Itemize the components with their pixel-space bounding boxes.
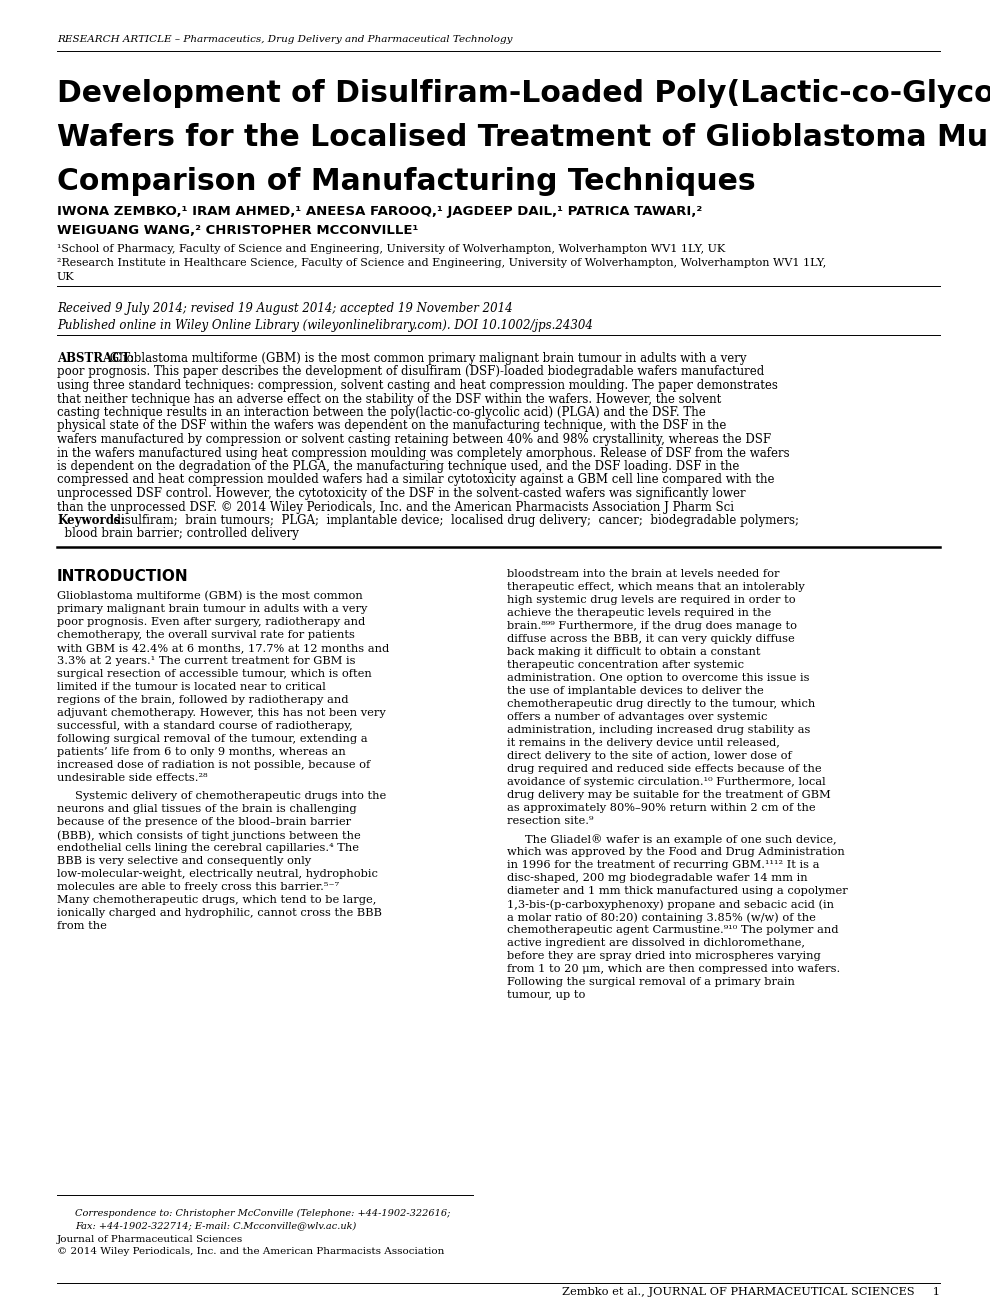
Text: ¹School of Pharmacy, Faculty of Science and Engineering, University of Wolverham: ¹School of Pharmacy, Faculty of Science …: [57, 244, 726, 254]
Text: therapeutic effect, which means that an intolerably: therapeutic effect, which means that an …: [507, 582, 805, 592]
Text: patients’ life from 6 to only 9 months, whereas an: patients’ life from 6 to only 9 months, …: [57, 746, 346, 757]
Text: Published online in Wiley Online Library (wileyonlinelibrary.com). DOI 10.1002/j: Published online in Wiley Online Library…: [57, 318, 593, 331]
Text: surgical resection of accessible tumour, which is often: surgical resection of accessible tumour,…: [57, 669, 372, 679]
Text: drug required and reduced side effects because of the: drug required and reduced side effects b…: [507, 763, 822, 774]
Text: is dependent on the degradation of the PLGA, the manufacturing technique used, a: is dependent on the degradation of the P…: [57, 459, 740, 472]
Text: primary malignant brain tumour in adults with a very: primary malignant brain tumour in adults…: [57, 604, 367, 613]
Text: Comparison of Manufacturing Techniques: Comparison of Manufacturing Techniques: [57, 167, 755, 196]
Text: disulfiram;  brain tumours;  PLGA;  implantable device;  localised drug delivery: disulfiram; brain tumours; PLGA; implant…: [107, 514, 800, 527]
Text: Correspondence to: Christopher McConville (Telephone: +44-1902-322616;: Correspondence to: Christopher McConvill…: [75, 1208, 450, 1218]
Text: Systemic delivery of chemotherapeutic drugs into the: Systemic delivery of chemotherapeutic dr…: [75, 791, 386, 801]
Text: the use of implantable devices to deliver the: the use of implantable devices to delive…: [507, 686, 763, 696]
Text: administration, including increased drug stability as: administration, including increased drug…: [507, 726, 811, 735]
Text: before they are spray dried into microspheres varying: before they are spray dried into microsp…: [507, 951, 821, 960]
Text: increased dose of radiation is not possible, because of: increased dose of radiation is not possi…: [57, 760, 370, 770]
Text: offers a number of advantages over systemic: offers a number of advantages over syste…: [507, 713, 767, 722]
Text: therapeutic concentration after systemic: therapeutic concentration after systemic: [507, 660, 744, 669]
Text: as approximately 80%–90% return within 2 cm of the: as approximately 80%–90% return within 2…: [507, 803, 816, 813]
Text: using three standard techniques: compression, solvent casting and heat compressi: using three standard techniques: compres…: [57, 378, 778, 392]
Text: 1,3-bis-(p-carboxyphenoxy) propane and sebacic acid (in: 1,3-bis-(p-carboxyphenoxy) propane and s…: [507, 899, 834, 910]
Text: it remains in the delivery device until released,: it remains in the delivery device until …: [507, 739, 780, 748]
Text: The Gliadel® wafer is an example of one such device,: The Gliadel® wafer is an example of one …: [525, 834, 837, 844]
Text: direct delivery to the site of action, lower dose of: direct delivery to the site of action, l…: [507, 750, 792, 761]
Text: wafers manufactured by compression or solvent casting retaining between 40% and : wafers manufactured by compression or so…: [57, 433, 771, 446]
Text: because of the presence of the blood–brain barrier: because of the presence of the blood–bra…: [57, 817, 351, 827]
Text: Keywords:: Keywords:: [57, 514, 125, 527]
Text: Received 9 July 2014; revised 19 August 2014; accepted 19 November 2014: Received 9 July 2014; revised 19 August …: [57, 301, 513, 315]
Text: administration. One option to overcome this issue is: administration. One option to overcome t…: [507, 673, 810, 683]
Text: endothelial cells lining the cerebral capillaries.⁴ The: endothelial cells lining the cerebral ca…: [57, 843, 359, 853]
Text: 3.3% at 2 years.¹ The current treatment for GBM is: 3.3% at 2 years.¹ The current treatment …: [57, 656, 355, 666]
Text: bloodstream into the brain at levels needed for: bloodstream into the brain at levels nee…: [507, 569, 779, 579]
Text: ²Research Institute in Healthcare Science, Faculty of Science and Engineering, U: ²Research Institute in Healthcare Scienc…: [57, 258, 827, 268]
Text: neurons and glial tissues of the brain is challenging: neurons and glial tissues of the brain i…: [57, 804, 356, 814]
Text: disc-shaped, 200 mg biodegradable wafer 14 mm in: disc-shaped, 200 mg biodegradable wafer …: [507, 873, 808, 883]
Text: with GBM is 42.4% at 6 months, 17.7% at 12 months and: with GBM is 42.4% at 6 months, 17.7% at …: [57, 643, 389, 652]
Text: in 1996 for the treatment of recurring GBM.¹¹¹² It is a: in 1996 for the treatment of recurring G…: [507, 860, 820, 870]
Text: WEIGUANG WANG,² CHRISTOPHER MCCONVILLE¹: WEIGUANG WANG,² CHRISTOPHER MCCONVILLE¹: [57, 224, 419, 238]
Text: drug delivery may be suitable for the treatment of GBM: drug delivery may be suitable for the tr…: [507, 790, 831, 800]
Text: poor prognosis. This paper describes the development of disulfiram (DSF)-loaded : poor prognosis. This paper describes the…: [57, 365, 764, 378]
Text: Journal of Pharmaceutical Sciences: Journal of Pharmaceutical Sciences: [57, 1235, 244, 1244]
Text: back making it difficult to obtain a constant: back making it difficult to obtain a con…: [507, 647, 760, 656]
Text: following surgical removal of the tumour, extending a: following surgical removal of the tumour…: [57, 733, 367, 744]
Text: IWONA ZEMBKO,¹ IRAM AHMED,¹ ANEESA FAROOQ,¹ JAGDEEP DAIL,¹ PATRICA TAWARI,²: IWONA ZEMBKO,¹ IRAM AHMED,¹ ANEESA FAROO…: [57, 205, 702, 218]
Text: regions of the brain, followed by radiotherapy and: regions of the brain, followed by radiot…: [57, 696, 348, 705]
Text: Zembko et al., JOURNAL OF PHARMACEUTICAL SCIENCES     1: Zembko et al., JOURNAL OF PHARMACEUTICAL…: [562, 1287, 940, 1297]
Text: RESEARCH ARTICLE – Pharmaceutics, Drug Delivery and Pharmaceutical Technology: RESEARCH ARTICLE – Pharmaceutics, Drug D…: [57, 35, 513, 44]
Text: © 2014 Wiley Periodicals, Inc. and the American Pharmacists Association: © 2014 Wiley Periodicals, Inc. and the A…: [57, 1248, 445, 1255]
Text: tumour, up to: tumour, up to: [507, 990, 585, 1000]
Text: a molar ratio of 80:20) containing 3.85% (w/w) of the: a molar ratio of 80:20) containing 3.85%…: [507, 912, 816, 923]
Text: which was approved by the Food and Drug Administration: which was approved by the Food and Drug …: [507, 847, 844, 857]
Text: brain.⁸⁹⁹ Furthermore, if the drug does manage to: brain.⁸⁹⁹ Furthermore, if the drug does …: [507, 621, 797, 632]
Text: active ingredient are dissolved in dichloromethane,: active ingredient are dissolved in dichl…: [507, 938, 805, 947]
Text: Development of Disulfiram-Loaded Poly(Lactic-co-Glycolic Acid): Development of Disulfiram-Loaded Poly(La…: [57, 80, 990, 108]
Text: ABSTRACT:: ABSTRACT:: [57, 352, 135, 365]
Text: from 1 to 20 μm, which are then compressed into wafers.: from 1 to 20 μm, which are then compress…: [507, 964, 841, 974]
Text: INTRODUCTION: INTRODUCTION: [57, 569, 189, 585]
Text: Many chemotherapeutic drugs, which tend to be large,: Many chemotherapeutic drugs, which tend …: [57, 895, 376, 904]
Text: Fax: +44-1902-322714; E-mail: C.Mcconville@wlv.ac.uk): Fax: +44-1902-322714; E-mail: C.Mcconvil…: [75, 1221, 356, 1231]
Text: Glioblastoma multiforme (GBM) is the most common: Glioblastoma multiforme (GBM) is the mos…: [57, 591, 362, 602]
Text: ionically charged and hydrophilic, cannot cross the BBB: ionically charged and hydrophilic, canno…: [57, 908, 382, 917]
Text: low-molecular-weight, electrically neutral, hydrophobic: low-molecular-weight, electrically neutr…: [57, 869, 378, 880]
Text: Glioblastoma multiforme (GBM) is the most common primary malignant brain tumour : Glioblastoma multiforme (GBM) is the mos…: [107, 352, 747, 365]
Text: achieve the therapeutic levels required in the: achieve the therapeutic levels required …: [507, 608, 771, 619]
Text: that neither technique has an adverse effect on the stability of the DSF within : that neither technique has an adverse ef…: [57, 393, 722, 406]
Text: adjuvant chemotherapy. However, this has not been very: adjuvant chemotherapy. However, this has…: [57, 709, 386, 718]
Text: BBB is very selective and consequently only: BBB is very selective and consequently o…: [57, 856, 311, 867]
Text: Wafers for the Localised Treatment of Glioblastoma Multiforme: A: Wafers for the Localised Treatment of Gl…: [57, 123, 990, 151]
Text: Following the surgical removal of a primary brain: Following the surgical removal of a prim…: [507, 977, 795, 987]
Text: avoidance of systemic circulation.¹⁰ Furthermore, local: avoidance of systemic circulation.¹⁰ Fur…: [507, 776, 826, 787]
Text: UK: UK: [57, 271, 74, 282]
Text: casting technique results in an interaction between the poly(lactic-co-glycolic : casting technique results in an interact…: [57, 406, 706, 419]
Text: molecules are able to freely cross this barrier.⁵⁻⁷: molecules are able to freely cross this …: [57, 882, 340, 893]
Text: undesirable side effects.²⁸: undesirable side effects.²⁸: [57, 773, 208, 783]
Text: than the unprocessed DSF. © 2014 Wiley Periodicals, Inc. and the American Pharma: than the unprocessed DSF. © 2014 Wiley P…: [57, 501, 734, 513]
Text: chemotherapeutic drug directly to the tumour, which: chemotherapeutic drug directly to the tu…: [507, 699, 815, 709]
Text: (BBB), which consists of tight junctions between the: (BBB), which consists of tight junctions…: [57, 830, 360, 840]
Text: in the wafers manufactured using heat compression moulding was completely amorph: in the wafers manufactured using heat co…: [57, 446, 790, 459]
Text: chemotherapeutic agent Carmustine.⁹¹⁰ The polymer and: chemotherapeutic agent Carmustine.⁹¹⁰ Th…: [507, 925, 839, 934]
Text: high systemic drug levels are required in order to: high systemic drug levels are required i…: [507, 595, 796, 606]
Text: successful, with a standard course of radiotherapy,: successful, with a standard course of ra…: [57, 720, 352, 731]
Text: poor prognosis. Even after surgery, radiotherapy and: poor prognosis. Even after surgery, radi…: [57, 617, 365, 626]
Text: diameter and 1 mm thick manufactured using a copolymer: diameter and 1 mm thick manufactured usi…: [507, 886, 847, 897]
Text: blood brain barrier; controlled delivery: blood brain barrier; controlled delivery: [57, 527, 299, 540]
Text: physical state of the DSF within the wafers was dependent on the manufacturing t: physical state of the DSF within the waf…: [57, 419, 727, 432]
Text: limited if the tumour is located near to critical: limited if the tumour is located near to…: [57, 683, 326, 692]
Text: chemotherapy, the overall survival rate for patients: chemotherapy, the overall survival rate …: [57, 630, 354, 639]
Text: compressed and heat compression moulded wafers had a similar cytotoxicity agains: compressed and heat compression moulded …: [57, 474, 774, 487]
Text: unprocessed DSF control. However, the cytotoxicity of the DSF in the solvent-cas: unprocessed DSF control. However, the cy…: [57, 487, 745, 500]
Text: resection site.⁹: resection site.⁹: [507, 816, 593, 826]
Text: from the: from the: [57, 921, 107, 930]
Text: diffuse across the BBB, it can very quickly diffuse: diffuse across the BBB, it can very quic…: [507, 634, 795, 643]
